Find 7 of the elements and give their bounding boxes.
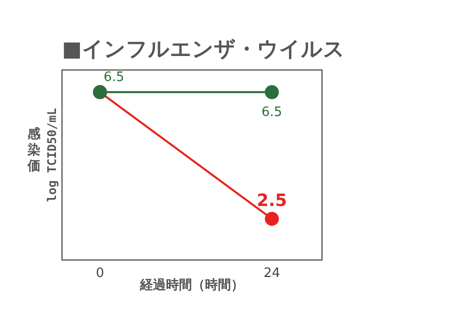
x-tick-label: 0 [96,266,104,281]
data-label: 2.5 [256,190,287,211]
data-label: 6.5 [262,105,282,120]
chart-title: ■インフルエンザ・ウイルス [62,37,345,61]
x-tick-label: 24 [264,266,280,281]
x-axis-title: 経過時間（時間） [139,278,244,293]
data-label: 6.5 [104,70,124,86]
